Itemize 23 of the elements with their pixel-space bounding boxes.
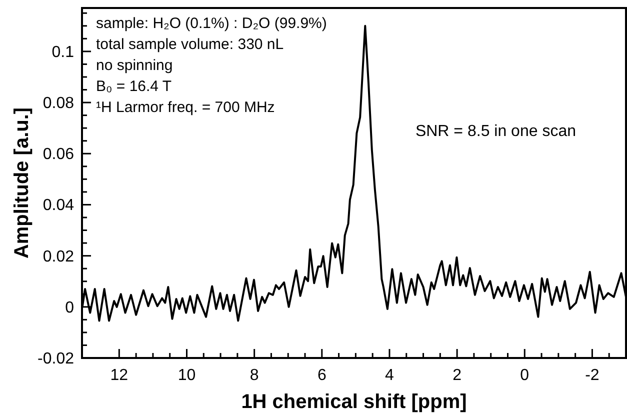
y-tick-label: 0.06 [42, 146, 74, 164]
y-tick-label: 0.1 [52, 44, 74, 61]
x-tick-label: 6 [317, 367, 326, 384]
y-tick-label: 0.08 [42, 95, 74, 112]
y-tick-label: 0 [65, 299, 74, 316]
annotation: no spinning [96, 57, 173, 74]
y-axis-title: Amplitude [a.u.] [11, 107, 33, 259]
y-tick-label: -0.02 [38, 350, 74, 368]
annotation: B₀ = 16.4 T [96, 78, 172, 95]
x-axis-title: 1H chemical shift [ppm] [241, 391, 467, 413]
x-tick-label: -2 [585, 367, 600, 384]
x-tick-label: 12 [110, 367, 128, 384]
y-tick-label: 0.04 [42, 197, 74, 214]
x-tick-label: 4 [385, 367, 394, 384]
x-tick-label: 2 [452, 367, 462, 384]
y-tick-label: 0.02 [42, 248, 74, 266]
x-tick-label: 10 [178, 367, 196, 384]
x-tick-label: 0 [520, 367, 530, 384]
annotation: ¹H Larmor freq. = 700 MHz [96, 99, 275, 116]
annotation: total sample volume: 330 nL [96, 36, 284, 53]
annotation: sample: H₂O (0.1%) : D₂O (99.9%) [96, 15, 327, 32]
annotation: SNR = 8.5 in one scan [415, 123, 576, 140]
x-tick-label: 8 [250, 367, 259, 384]
